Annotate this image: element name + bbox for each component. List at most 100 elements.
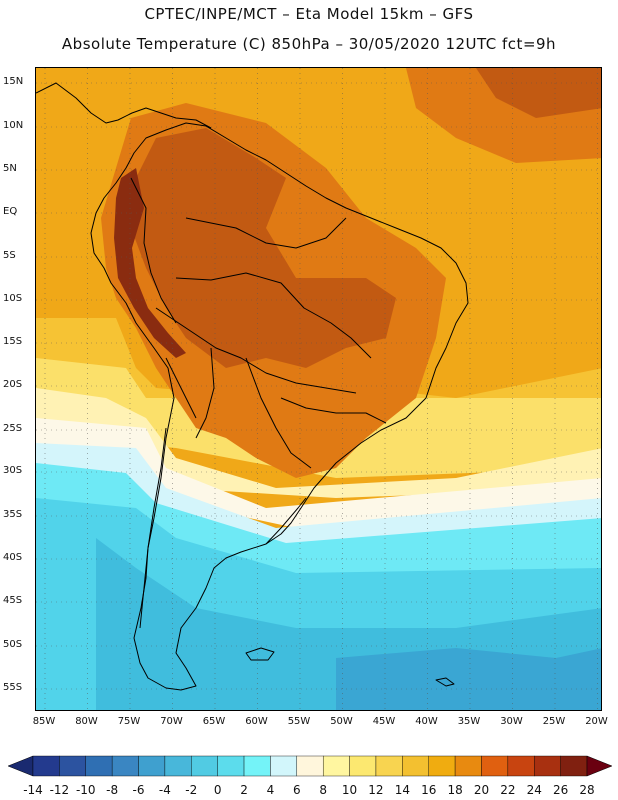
colorbar-swatch xyxy=(138,755,166,777)
lat-label: 55S xyxy=(3,682,23,693)
lat-label: 5N xyxy=(3,163,17,174)
lat-label: 10S xyxy=(3,293,23,304)
colorbar-swatch xyxy=(481,755,509,777)
lat-label: 45S xyxy=(3,595,23,606)
colorbar-label: 8 xyxy=(319,783,327,797)
colorbar-label: -10 xyxy=(75,783,96,797)
lon-label: 50W xyxy=(330,716,353,727)
lon-label: 75W xyxy=(117,716,141,727)
colorbar-label: 12 xyxy=(368,783,384,797)
lon-label: 40W xyxy=(415,716,438,727)
coast-line-0 xyxy=(36,82,212,129)
lat-label: EQ xyxy=(3,206,18,217)
colorbar-swatch xyxy=(402,755,429,777)
coast-line-3 xyxy=(185,217,347,249)
lon-label: 45W xyxy=(372,716,396,727)
colorbar-label: 0 xyxy=(213,783,222,797)
colorbar-swatch xyxy=(191,755,218,777)
colorbar-label: 24 xyxy=(526,783,542,797)
colorbar-label: 2 xyxy=(240,783,248,797)
coast-line-7 xyxy=(245,357,312,469)
colorbar-label: 22 xyxy=(500,783,516,797)
colorbar-label: -14 xyxy=(23,783,43,797)
lat-label: 5S xyxy=(3,250,16,261)
colorbar-label: -8 xyxy=(106,783,119,797)
lat-label: 30S xyxy=(3,465,23,476)
coastline-and-borders xyxy=(36,82,469,691)
coast-line-6 xyxy=(195,347,215,439)
colorbar-low-arrow xyxy=(7,755,34,777)
map-title: CPTEC/INPE/MCT – Eta Model 15km – GFS xyxy=(144,5,474,23)
colorbar-swatch xyxy=(164,755,192,777)
map-subtitle: Absolute Temperature (C) 850hPa – 30/05/… xyxy=(61,35,557,53)
lat-label: 15N xyxy=(3,76,24,87)
colorbar-swatch xyxy=(85,755,113,777)
colorbar-swatch xyxy=(507,755,535,777)
colorbar-swatch xyxy=(59,755,86,777)
temperature-field xyxy=(36,68,601,710)
coast-line-2 xyxy=(265,497,307,545)
temperature-map[interactable] xyxy=(35,67,602,711)
field-ne-dark xyxy=(476,68,601,118)
coast-line-5 xyxy=(155,307,357,394)
colorbar-high-arrow xyxy=(586,755,613,777)
lon-label: 85W xyxy=(32,716,56,727)
colorbar-label: 20 xyxy=(473,783,490,797)
lat-label: 15S xyxy=(3,336,23,347)
lon-label: 70W xyxy=(160,716,183,727)
lon-label: 65W xyxy=(202,716,226,727)
lon-label: 25W xyxy=(542,716,566,727)
lat-label: 25S xyxy=(3,423,23,434)
lat-label: 20S xyxy=(3,379,23,390)
field-andes xyxy=(114,168,186,358)
colorbar-label: 28 xyxy=(579,783,595,797)
colorbar-swatch xyxy=(454,755,482,777)
coast-line-11 xyxy=(139,427,167,629)
coast-line-9 xyxy=(130,177,177,324)
lon-label: 30W xyxy=(500,716,523,727)
colorbar-swatch xyxy=(296,755,324,777)
field-deep xyxy=(336,648,601,710)
colorbar-label: 26 xyxy=(552,783,569,797)
color-scale-bar xyxy=(7,755,613,777)
coast-line-13 xyxy=(435,677,455,687)
field-cyan xyxy=(36,463,601,588)
field-hot-dark xyxy=(131,128,396,368)
colorbar-label: 16 xyxy=(421,783,437,797)
colorbar-swatch xyxy=(217,755,245,777)
lat-label: 40S xyxy=(3,552,23,563)
colorbar-label: 14 xyxy=(394,783,410,797)
colorbar-label: 18 xyxy=(447,783,463,797)
colorbar-label: -2 xyxy=(185,783,198,797)
coast-line-10 xyxy=(165,357,197,419)
colorbar-label: 6 xyxy=(292,783,301,797)
colorbar-swatch xyxy=(111,755,139,777)
colorbar-swatch xyxy=(560,755,588,777)
lon-label: 60W xyxy=(245,716,268,727)
coast-line-1 xyxy=(90,122,469,691)
colorbar-swatch xyxy=(349,755,377,777)
lon-label: 20W xyxy=(585,716,608,727)
lon-label: 80W xyxy=(75,716,98,727)
lat-label: 35S xyxy=(3,509,23,520)
colorbar-swatch xyxy=(534,755,561,777)
coast-line-12 xyxy=(245,647,275,661)
coast-line-4 xyxy=(175,272,372,359)
field-mild-light xyxy=(36,388,601,498)
colorbar-swatch xyxy=(32,755,60,777)
colorbar-swatch xyxy=(375,755,403,777)
colorbar-label: -4 xyxy=(158,783,171,797)
lat-label: 50S xyxy=(3,639,23,650)
colorbar-swatch xyxy=(322,755,350,777)
colorbar-swatch xyxy=(270,755,298,777)
lon-label: 35W xyxy=(457,716,481,727)
colorbar-label: -6 xyxy=(132,783,145,797)
colorbar-swatch xyxy=(428,755,456,777)
colorbar-label: 4 xyxy=(266,783,275,797)
coast-line-8 xyxy=(280,397,387,424)
colorbar-label: -12 xyxy=(49,783,70,797)
lat-label: 10N xyxy=(3,120,24,131)
colorbar-swatch xyxy=(243,755,271,777)
lon-label: 55W xyxy=(287,716,311,727)
colorbar-label: 10 xyxy=(341,783,358,797)
